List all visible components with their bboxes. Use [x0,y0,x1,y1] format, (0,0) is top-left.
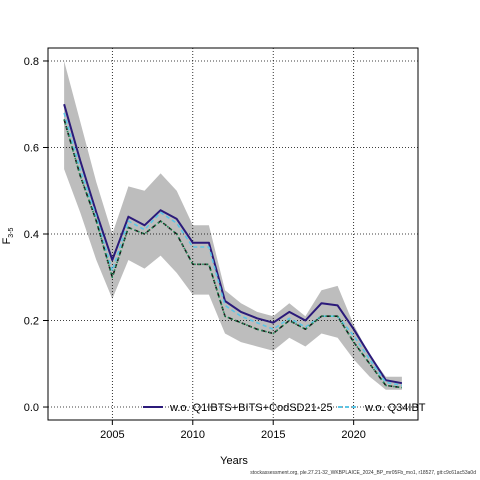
x-tick-label: 2015 [261,429,285,441]
y-axis-title-main: F [1,237,13,244]
x-tick-label: 2005 [100,429,124,441]
series-line-1 [63,112,403,387]
series-lines [63,103,403,389]
x-axis-title: Years [220,455,248,467]
series-line-2 [63,119,403,389]
x-tick-label: 2020 [341,429,365,441]
y-axis: 0.0 0.2 0.4 0.6 0.8 [24,56,48,414]
y-tick-label: 0.4 [24,229,39,241]
y-tick-label: 0.0 [24,402,39,414]
y-tick-label: 0.8 [24,56,39,68]
legend-label-1: w.o. Q34IBT [364,402,426,414]
y-axis-title-sub: 3-5 [8,227,15,237]
footer-credit: stockassessment.org, ple.27.21-32_WKBPLA… [250,470,476,476]
y-axis-title: F3-5 [1,227,15,244]
y-tick-label: 0.6 [24,142,39,154]
series-line-0 [63,103,403,385]
legend-label-0: w.o. Q1IBTS+BITS+CodSD21-25 [169,402,333,414]
legend: w.o. Q1IBTS+BITS+CodSD21-25 w.o. Q34IBT [143,402,426,414]
y-tick-label: 0.2 [24,316,39,328]
grid [48,48,418,420]
x-tick-label: 2010 [181,429,205,441]
x-axis: 2005 2010 2015 2020 [100,420,366,441]
